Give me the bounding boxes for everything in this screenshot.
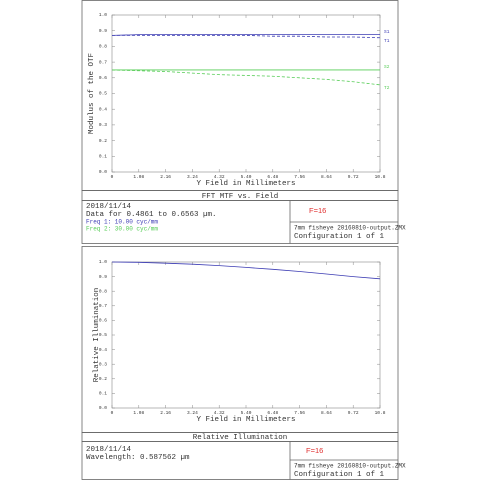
series-line — [111, 69, 381, 86]
x-tick-label: 0 — [111, 174, 114, 180]
y-tick-label: 0.7 — [99, 59, 107, 65]
x-tick-label: 5.40 — [241, 410, 252, 416]
y-tick-label: 0.4 — [99, 106, 107, 112]
x-tick-label: 6.48 — [267, 410, 278, 416]
y-tick-label: 0.3 — [99, 122, 107, 128]
y-tick-label: 0.2 — [99, 138, 107, 144]
f-number: F=16 — [306, 446, 323, 455]
x-tick-label: 1.08 — [133, 174, 144, 180]
x-tick-label: 10.8 — [375, 174, 386, 180]
x-tick-label: 10.8 — [375, 410, 386, 416]
x-tick-label: 9.72 — [348, 174, 359, 180]
configuration: Configuration 1 of 1 — [294, 233, 385, 241]
y-tick-label: 0.4 — [99, 347, 107, 353]
configuration: Configuration 1 of 1 — [294, 471, 385, 479]
series-line — [111, 34, 380, 36]
x-tick-label: 5.40 — [241, 174, 252, 180]
plot-area — [111, 261, 381, 409]
y-tick-label: 1.0 — [99, 12, 107, 18]
x-tick-label: 4.32 — [214, 410, 225, 416]
y-axis-label: Modulus of the OTF — [88, 53, 96, 134]
x-tick-label: 7.56 — [294, 174, 305, 180]
date: 2018/11/14 — [86, 446, 132, 454]
y-tick-label: 0.5 — [99, 332, 107, 338]
file-name: 7mm fisheye 20160810-output.ZMX — [294, 225, 406, 232]
info-line: Data for 0.4861 to 0.6563 µm. — [86, 211, 217, 219]
y-tick-label: 1.0 — [99, 259, 107, 265]
x-tick-label: 7.56 — [294, 410, 305, 416]
plot-frame — [81, 246, 399, 433]
file-name: 7mm fisheye 20160810-output.ZMX — [294, 463, 406, 470]
x-tick-label: 4.32 — [214, 174, 225, 180]
x-tick-label: 3.24 — [187, 174, 198, 180]
x-axis-label: Y Field in Millimeters — [196, 180, 295, 188]
plot-frame — [81, 0, 399, 191]
x-tick-label: 2.16 — [160, 410, 171, 416]
y-axis-label: Relative Illumination — [93, 288, 101, 383]
info-line: Wavelength: 0.587562 µm — [86, 454, 190, 462]
x-tick-label: 8.64 — [321, 410, 332, 416]
y-tick-label: 0.5 — [99, 91, 107, 97]
y-tick-label: 0.9 — [99, 28, 107, 34]
x-axis-label: Y Field in Millimeters — [196, 416, 295, 424]
series-label: S1 — [384, 29, 390, 35]
date: 2018/11/14 — [86, 203, 132, 211]
series-label: T1 — [384, 38, 390, 44]
y-tick-label: 0.3 — [99, 361, 107, 367]
y-tick-label: 0.0 — [99, 169, 107, 175]
y-tick-label: 0.6 — [99, 318, 107, 324]
info-line: Freq 2: 30.00 cyc/mm — [86, 226, 158, 233]
y-tick-label: 0.9 — [99, 274, 107, 280]
series-label: T2 — [384, 85, 390, 91]
chart-title: FFT MTF vs. Field — [202, 193, 279, 201]
chart-title: Relative Illumination — [193, 434, 288, 442]
x-tick-label: 0 — [111, 410, 114, 416]
plot-area — [111, 14, 381, 173]
x-tick-label: 8.64 — [321, 174, 332, 180]
x-tick-label: 6.48 — [267, 174, 278, 180]
f-number: F=16 — [309, 206, 326, 215]
x-tick-label: 2.16 — [160, 174, 171, 180]
y-tick-label: 0.8 — [99, 44, 107, 50]
x-tick-label: 1.08 — [133, 410, 144, 416]
info-line: Freq 1: 10.00 cyc/mm — [86, 219, 158, 226]
x-tick-label: 9.72 — [348, 410, 359, 416]
y-tick-label: 0.1 — [99, 153, 107, 159]
series-label: S2 — [384, 64, 390, 70]
y-tick-label: 0.7 — [99, 303, 107, 309]
series-line — [111, 261, 381, 280]
y-tick-label: 0.2 — [99, 376, 107, 382]
y-tick-label: 0.8 — [99, 288, 107, 294]
y-tick-label: 0.6 — [99, 75, 107, 81]
y-tick-label: 0.0 — [99, 405, 107, 411]
series-line — [112, 35, 381, 39]
x-tick-label: 3.24 — [187, 410, 198, 416]
y-tick-label: 0.1 — [99, 391, 107, 397]
